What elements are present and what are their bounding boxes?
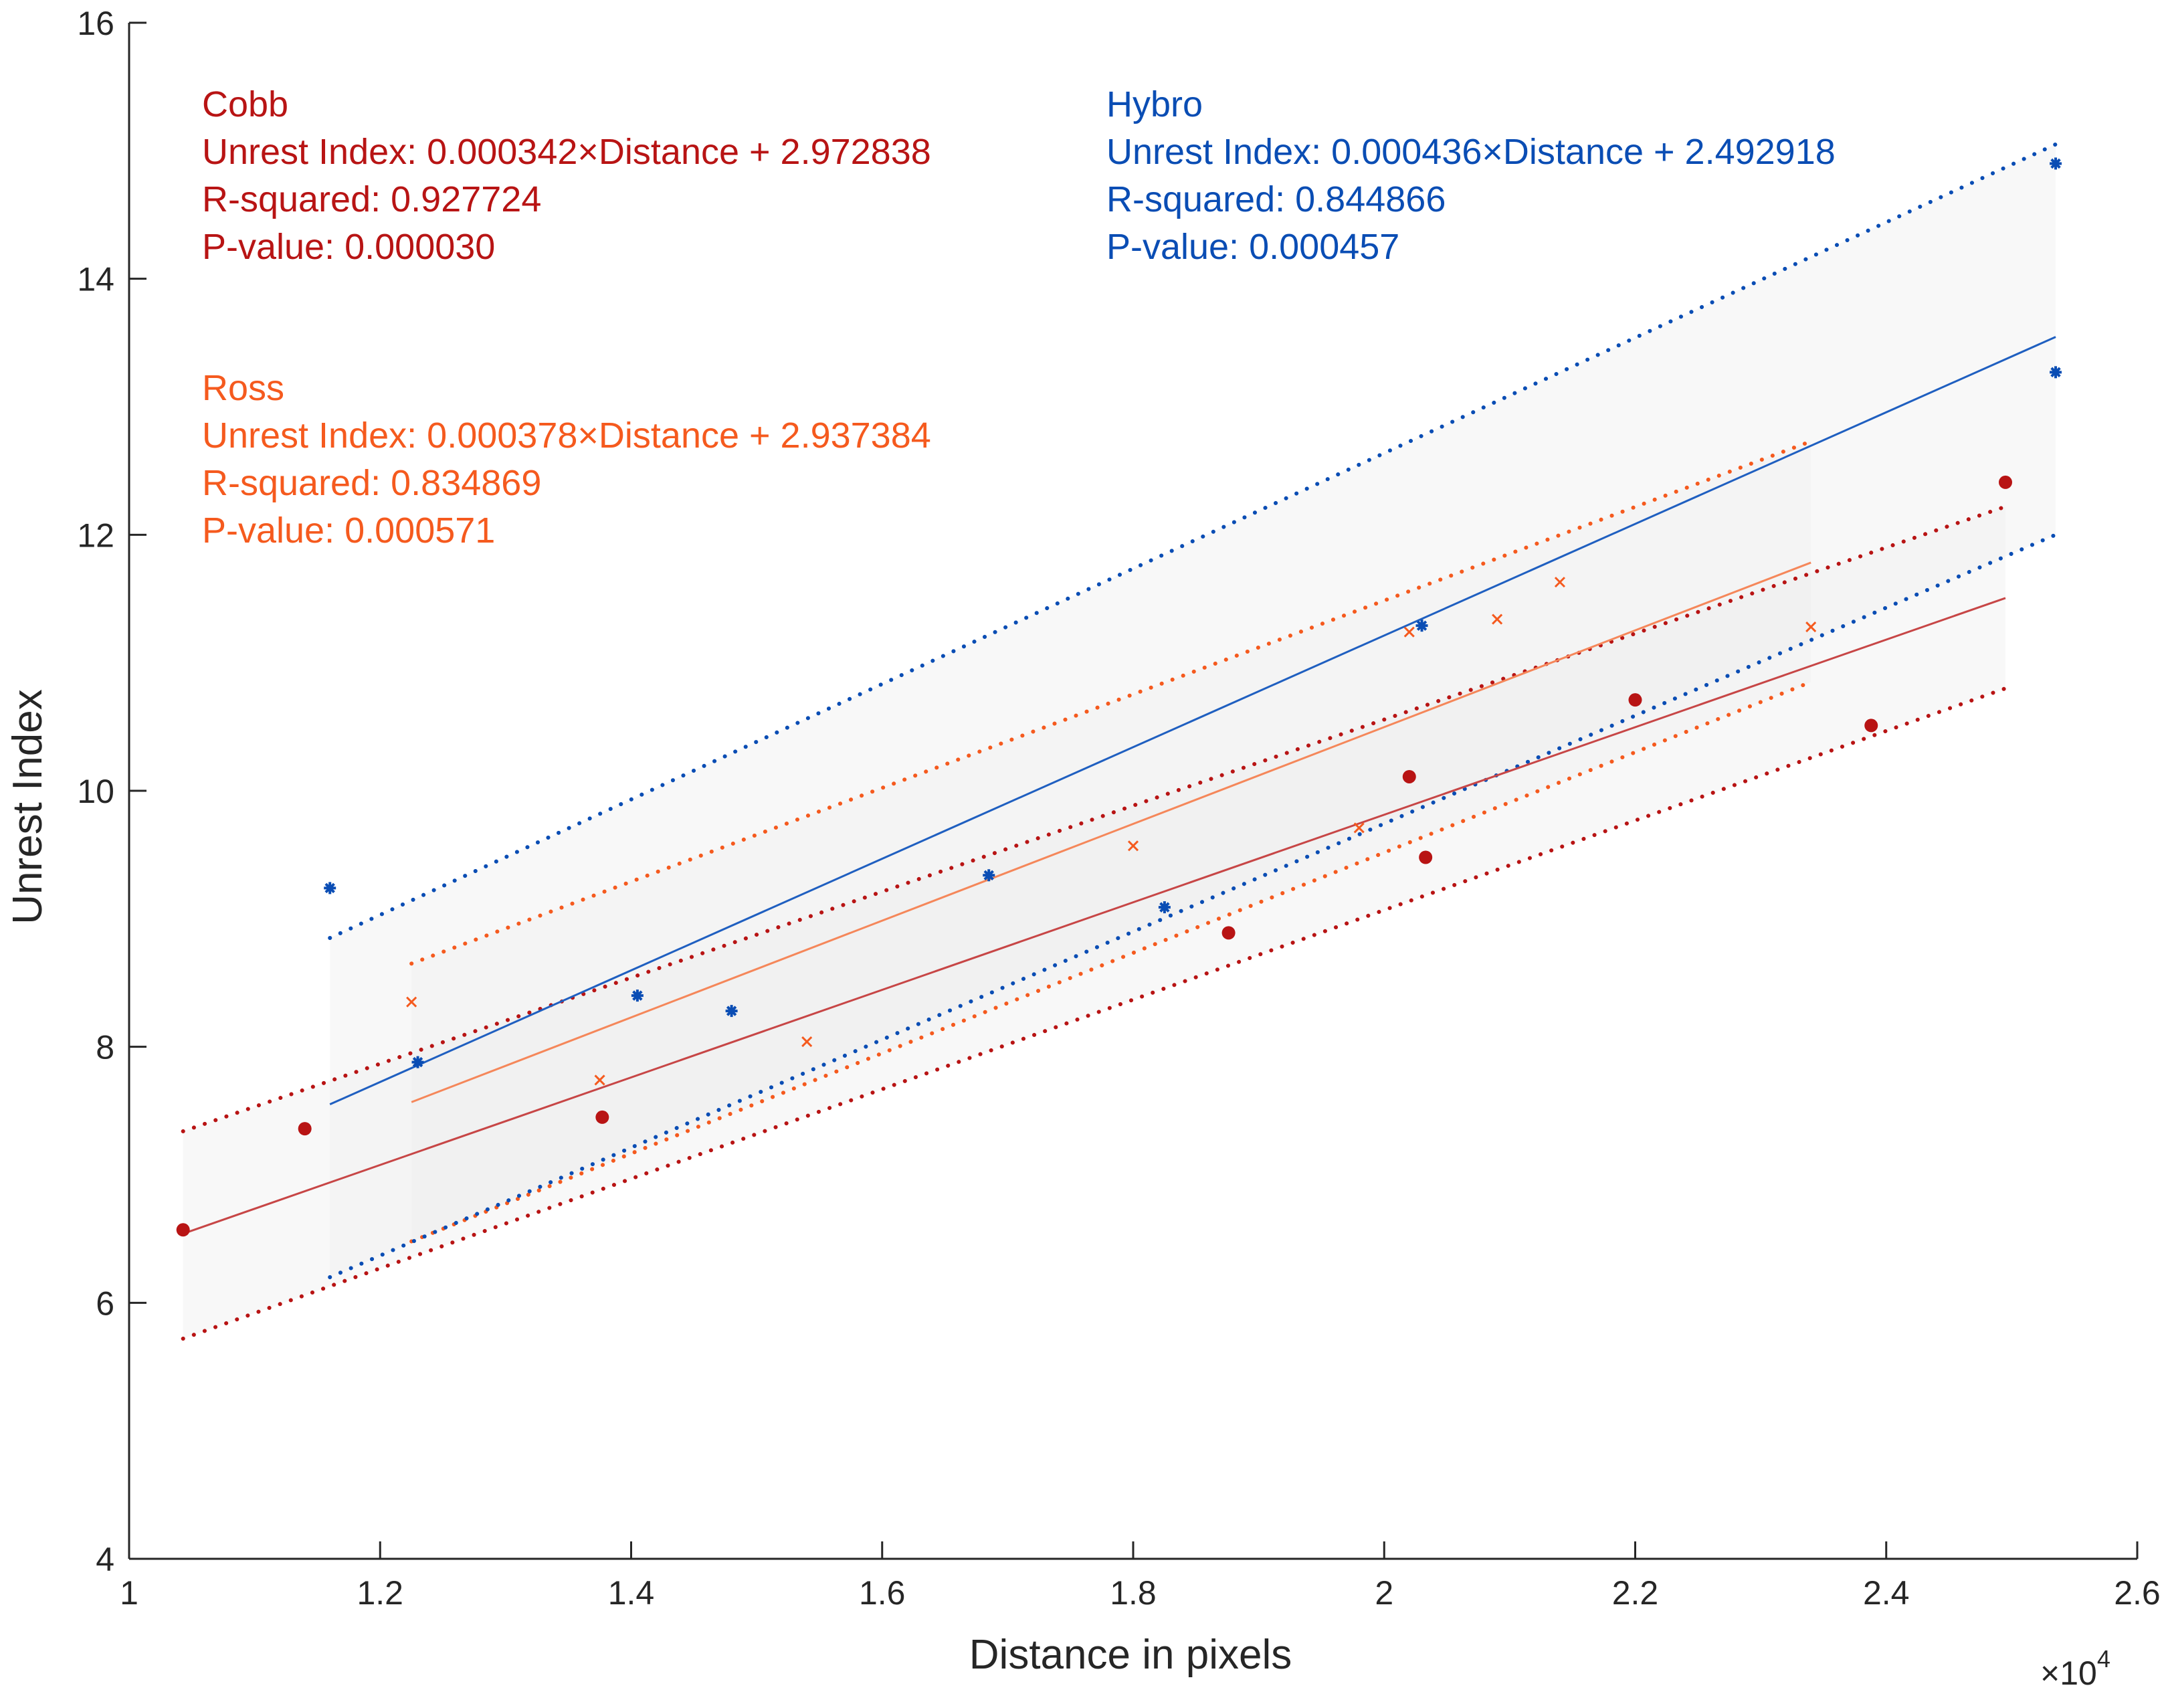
ci-lower-line-ross bbox=[409, 680, 1813, 1244]
point-ross-6-stroke-b bbox=[1403, 626, 1415, 638]
x-axis-multiplier: ×104 bbox=[2040, 1645, 2110, 1692]
fit-line-cobb bbox=[183, 597, 2006, 1235]
point-hybro-5 bbox=[983, 869, 995, 882]
x-axis-label: Distance in pixels bbox=[969, 1632, 1292, 1678]
point-hybro-9-ray-4 bbox=[2050, 158, 2061, 169]
point-hybro-6-ray-4 bbox=[1159, 902, 1170, 913]
fit-line-ross bbox=[411, 561, 1811, 1103]
point-ross-7-stroke-b bbox=[1492, 613, 1503, 625]
annotation-ross: Ross Unrest Index: 0.000378×Distance + 2… bbox=[202, 368, 931, 551]
point-cobb-6 bbox=[1419, 850, 1433, 864]
point-hybro-4-ray-4 bbox=[726, 1006, 737, 1016]
point-ross-5-stroke-b bbox=[1353, 822, 1365, 834]
ci-upper-line-cobb bbox=[181, 504, 2007, 1133]
cobb-p-value: P-value: 0.000030 bbox=[202, 227, 495, 267]
point-ross-5 bbox=[1353, 822, 1365, 834]
x-axis-multiplier-exponent: 4 bbox=[2097, 1645, 2110, 1673]
cobb-equation: Unrest Index: 0.000342×Distance + 2.9728… bbox=[202, 132, 931, 172]
point-hybro-6 bbox=[1158, 901, 1171, 914]
point-cobb-7 bbox=[1628, 693, 1642, 707]
y-axis-label: Unrest Index bbox=[5, 689, 51, 925]
hybro-p-value: P-value: 0.000457 bbox=[1106, 227, 1399, 267]
x-tick-label-2: 1.2 bbox=[357, 1574, 403, 1612]
confidence-bands bbox=[183, 144, 2056, 1339]
point-ross-9 bbox=[1805, 622, 1817, 633]
annotation-cobb: Cobb Unrest Index: 0.000342×Distance + 2… bbox=[202, 84, 931, 267]
point-hybro-8 bbox=[2050, 366, 2062, 379]
ci-lower-line-cobb bbox=[181, 686, 2007, 1341]
point-hybro-1-ray-4 bbox=[324, 882, 335, 894]
hybro-r-squared: R-squared: 0.844866 bbox=[1106, 179, 1446, 219]
point-hybro-2-ray-4 bbox=[412, 1056, 423, 1068]
data-points bbox=[176, 157, 2062, 1237]
x-axis-multiplier-base: ×10 bbox=[2040, 1654, 2097, 1692]
y-tick-label-7: 16 bbox=[77, 5, 114, 42]
ross-name: Ross bbox=[202, 368, 284, 408]
annotation-hybro: Hybro Unrest Index: 0.000436×Distance + … bbox=[1106, 84, 1836, 267]
x-tick-label-8: 2.4 bbox=[1863, 1574, 1910, 1612]
point-cobb-1 bbox=[176, 1223, 190, 1237]
cobb-name: Cobb bbox=[202, 84, 288, 124]
point-ross-1-stroke-b bbox=[406, 996, 417, 1008]
point-hybro-8-ray-4 bbox=[2050, 367, 2061, 378]
x-tick-label-5: 1.8 bbox=[1110, 1574, 1157, 1612]
x-tick-label-6: 2 bbox=[1375, 1574, 1393, 1612]
ci-upper-line-hybro bbox=[328, 142, 2058, 941]
fit-lines bbox=[183, 336, 2056, 1235]
hybro-name: Hybro bbox=[1106, 84, 1203, 124]
point-hybro-1 bbox=[324, 882, 336, 894]
axes: 1 1.2 1.4 1.6 1.8 2 2.2 2.4 2.6 4 6 8 10 12 14 16 bbox=[77, 5, 2160, 1612]
point-ross-1 bbox=[406, 996, 417, 1008]
ross-equation: Unrest Index: 0.000378×Distance + 2.9373… bbox=[202, 415, 931, 456]
x-tick-label-1: 1 bbox=[120, 1574, 138, 1612]
confidence-lines bbox=[181, 142, 2058, 1341]
ci-band-cobb bbox=[183, 506, 2005, 1339]
point-ross-7 bbox=[1492, 613, 1503, 625]
point-ross-6 bbox=[1403, 626, 1415, 638]
y-tick-label-3: 8 bbox=[96, 1029, 114, 1066]
point-cobb-4 bbox=[1221, 926, 1236, 940]
point-cobb-5 bbox=[1402, 769, 1416, 783]
ci-band-ross bbox=[411, 441, 1811, 1242]
point-ross-4-stroke-b bbox=[1127, 840, 1139, 852]
point-hybro-7-ray-4 bbox=[1416, 620, 1428, 631]
y-tick-label-6: 14 bbox=[77, 261, 114, 298]
y-tick-label-1: 4 bbox=[96, 1541, 114, 1578]
point-ross-3 bbox=[801, 1036, 813, 1048]
y-tick-label-2: 6 bbox=[96, 1285, 114, 1322]
point-ross-9-stroke-b bbox=[1805, 622, 1817, 633]
point-ross-2 bbox=[594, 1074, 605, 1086]
point-hybro-4 bbox=[725, 1005, 738, 1018]
ci-lower-line-hybro bbox=[328, 533, 2058, 1280]
point-hybro-3-ray-4 bbox=[632, 990, 643, 1001]
point-ross-3-stroke-b bbox=[801, 1036, 813, 1048]
point-cobb-8 bbox=[1864, 719, 1878, 733]
point-ross-2-stroke-b bbox=[594, 1074, 605, 1086]
point-ross-4 bbox=[1127, 840, 1139, 852]
x-tick-label-7: 2.2 bbox=[1612, 1574, 1659, 1612]
y-tick-label-5: 12 bbox=[77, 516, 114, 554]
y-tick-label-4: 10 bbox=[77, 773, 114, 810]
point-hybro-5-ray-4 bbox=[983, 870, 994, 880]
point-cobb-3 bbox=[595, 1110, 609, 1124]
cobb-r-squared: R-squared: 0.927724 bbox=[202, 179, 541, 219]
point-cobb-2 bbox=[298, 1122, 312, 1136]
point-hybro-2 bbox=[411, 1056, 424, 1068]
ross-r-squared: R-squared: 0.834869 bbox=[202, 463, 541, 503]
point-hybro-9 bbox=[2050, 157, 2062, 170]
x-tick-label-4: 1.6 bbox=[859, 1574, 906, 1612]
point-cobb-9 bbox=[1998, 475, 2012, 489]
ci-band-hybro bbox=[330, 144, 2056, 1278]
x-tick-label-3: 1.4 bbox=[608, 1574, 655, 1612]
point-hybro-7 bbox=[1415, 620, 1428, 632]
point-ross-8-stroke-b bbox=[1554, 577, 1565, 588]
x-tick-label-9: 2.6 bbox=[2114, 1574, 2161, 1612]
fit-line-hybro bbox=[329, 336, 2056, 1106]
point-hybro-3 bbox=[631, 989, 644, 1002]
ross-p-value: P-value: 0.000571 bbox=[202, 510, 495, 551]
hybro-equation: Unrest Index: 0.000436×Distance + 2.4929… bbox=[1106, 132, 1836, 172]
point-ross-8 bbox=[1554, 577, 1565, 588]
